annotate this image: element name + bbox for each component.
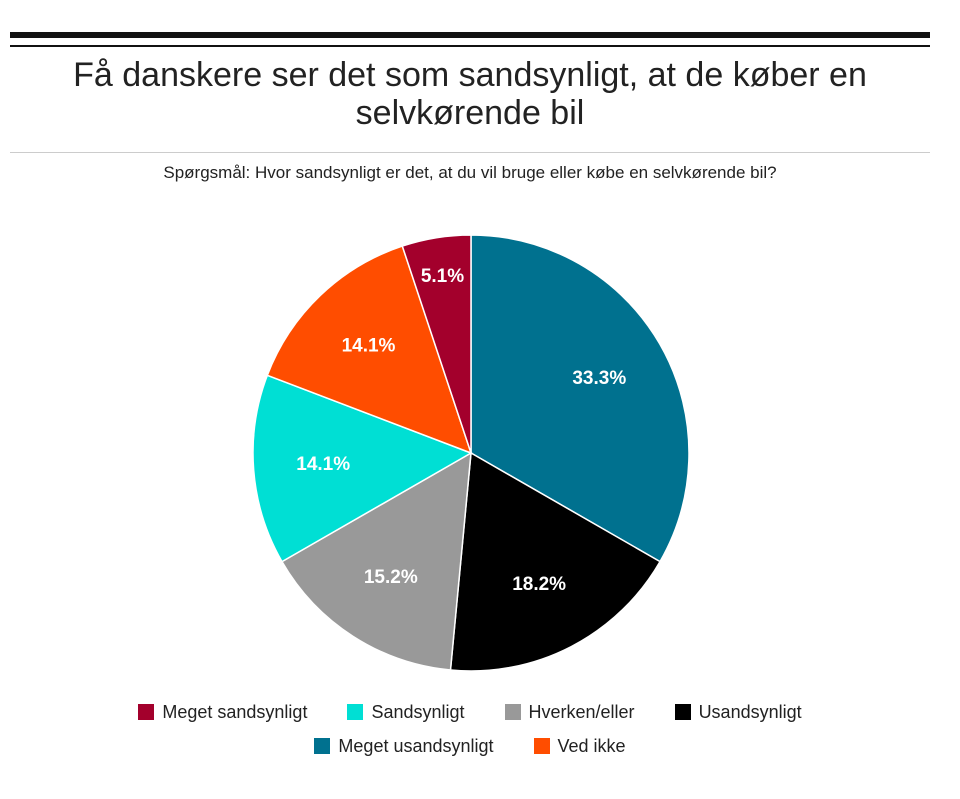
legend-row: Meget sandsynligt Sandsynligt Hverken/elle… <box>10 695 930 729</box>
top-rule-thin <box>10 45 930 47</box>
legend-item-meget-sandsynligt[interactable]: Meget sandsynligt <box>138 702 307 723</box>
pie-slice-sandsynligt <box>252 374 473 563</box>
legend-label: Meget sandsynligt <box>162 701 308 722</box>
chart-title: Få danskere ser det som sandsynligt, at … <box>10 56 930 132</box>
pie-slice-meget-usandsynligt <box>470 234 690 563</box>
legend-swatch <box>314 738 331 754</box>
data-label-ved-ikke: 14.1% <box>342 335 396 356</box>
pie-slice-usandsynligt <box>449 451 662 672</box>
legend-item-sandsynligt[interactable]: Sandsynligt <box>347 701 465 723</box>
data-label-hverken-eller: 15.2% <box>364 567 418 588</box>
legend-label: Ved ikke <box>557 735 626 756</box>
chart-title-line-1: Få danskere ser det som sandsynligt, at … <box>73 56 867 94</box>
data-label-usandsynligt: 18.2% <box>512 574 566 595</box>
title-separator <box>10 152 930 153</box>
legend-label: Sandsynligt <box>371 701 465 722</box>
pie-slice-ved-ikke <box>266 245 473 455</box>
legend-item-hverken-eller[interactable]: Hverken/eller <box>504 701 635 723</box>
legend-label: Usandsynligt <box>698 701 802 722</box>
legend-item-meget-usandsynligt[interactable]: Meget usandsynligt <box>314 735 494 757</box>
pie-chart: 33.3% 18.2% 15.2% 14.1% 14.1% 5.1% <box>252 234 690 672</box>
legend-item-ved-ikke[interactable]: Ved ikke <box>533 735 626 757</box>
legend-swatch <box>533 738 550 754</box>
data-label-meget-usandsynligt: 33.3% <box>572 368 626 389</box>
legend-label: Meget usandsynligt <box>338 735 494 756</box>
chart-legend: Meget sandsynligt Sandsynligt Hverken/elle… <box>10 695 930 763</box>
legend-swatch <box>347 704 364 720</box>
legend-item-usandsynligt[interactable]: Usandsynligt <box>674 701 802 723</box>
data-label-sandsynligt: 14.1% <box>296 454 350 475</box>
pie-slice-hverken-eller <box>280 451 472 671</box>
legend-label: Hverken/eller <box>528 701 635 722</box>
chart-title-line-2: selvkørende bil <box>355 94 585 132</box>
data-label-meget-sandsynligt: 5.1% <box>421 266 464 287</box>
chart-subtitle: Spørgsmål: Hvor sandsynligt er det, at d… <box>163 163 777 182</box>
legend-row: Meget usandsynligt Ved ikke <box>10 729 930 763</box>
pie-slice-meget-sandsynligt <box>401 234 472 454</box>
legend-swatch <box>674 704 691 720</box>
legend-swatch <box>138 704 155 720</box>
top-rule-thick <box>10 32 930 38</box>
legend-swatch <box>504 704 521 720</box>
